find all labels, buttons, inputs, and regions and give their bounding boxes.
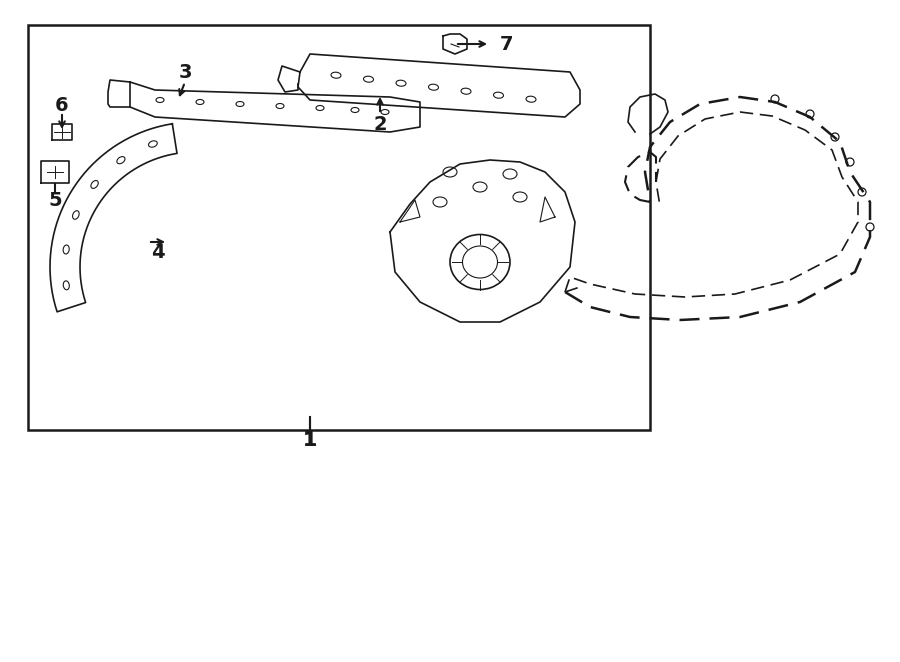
Text: 3: 3 (178, 62, 192, 81)
Text: 6: 6 (55, 95, 68, 115)
FancyBboxPatch shape (28, 25, 650, 430)
Text: 2: 2 (374, 115, 387, 134)
Text: 1: 1 (302, 430, 318, 450)
Text: 7: 7 (500, 34, 514, 54)
Text: 1: 1 (303, 430, 317, 449)
Text: 4: 4 (151, 242, 165, 261)
Text: 5: 5 (49, 191, 62, 209)
